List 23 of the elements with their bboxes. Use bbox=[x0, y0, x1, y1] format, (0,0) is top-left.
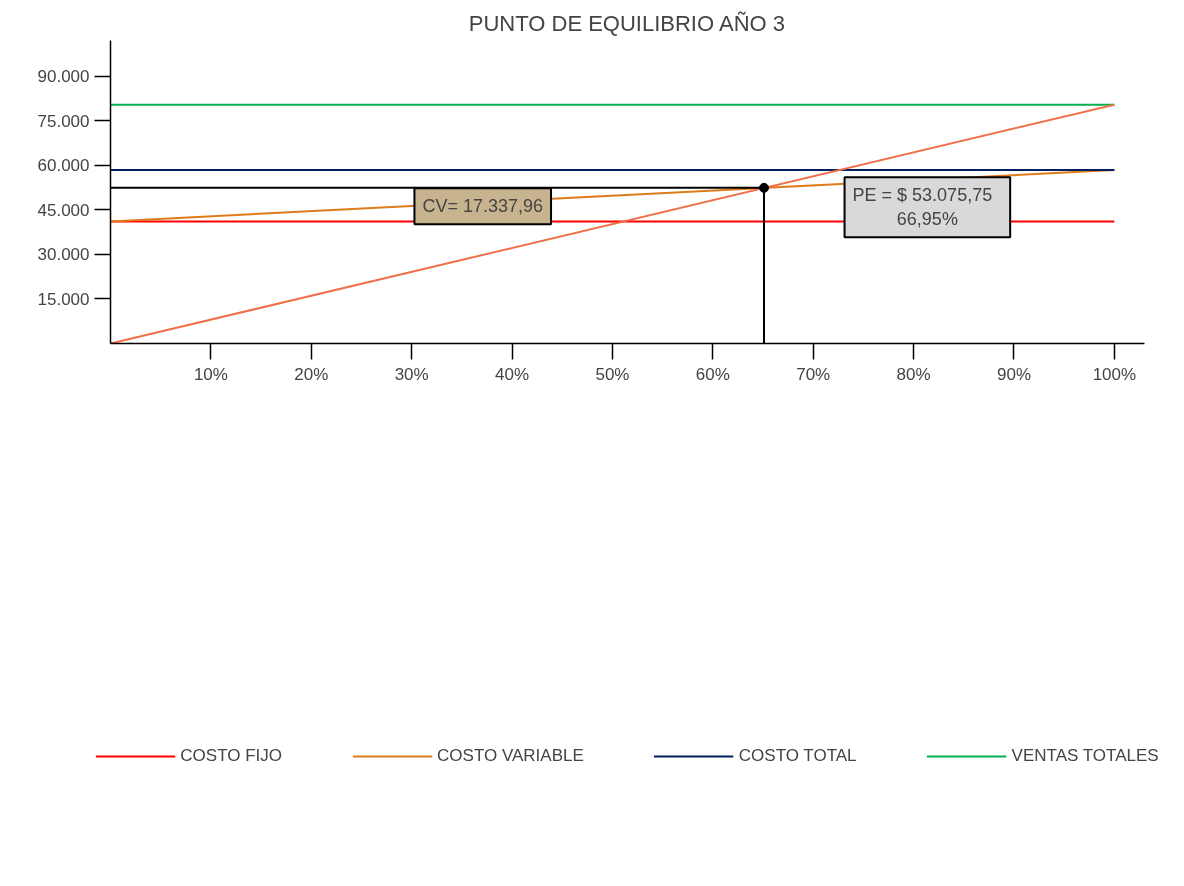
x-tick-label: 20% bbox=[294, 364, 329, 384]
x-tick-label: 70% bbox=[796, 364, 831, 384]
x-tick-label: 80% bbox=[896, 364, 931, 384]
chart-title: PUNTO DE EQUILIBRIO AÑO 3 bbox=[468, 10, 786, 36]
legend-label: COSTO VARIABLE bbox=[437, 746, 584, 766]
y-tick-label: 30.000 bbox=[37, 245, 90, 265]
x-tick-label: 10% bbox=[193, 364, 228, 384]
y-tick-label: 60.000 bbox=[37, 156, 90, 176]
y-tick-label: 15.000 bbox=[37, 289, 90, 309]
y-tick-label: 90.000 bbox=[37, 67, 90, 87]
legend-label: COSTO FIJO bbox=[180, 746, 283, 766]
x-tick-label: 90% bbox=[996, 364, 1032, 384]
x-tick-label: 60% bbox=[695, 364, 730, 384]
y-tick-label: 75.000 bbox=[37, 111, 90, 131]
x-tick-label: 30% bbox=[394, 364, 429, 384]
annotation: CV= 17.337,96 bbox=[422, 196, 544, 217]
legend-label: COSTO TOTAL bbox=[738, 746, 857, 766]
x-tick-label: 50% bbox=[595, 364, 630, 384]
annotation: PE = $ 53.075,75 66,95% bbox=[852, 185, 993, 230]
x-tick-label: 40% bbox=[495, 364, 530, 384]
legend-label: VENTAS TOTALES bbox=[1011, 746, 1159, 766]
y-tick-label: 45.000 bbox=[37, 200, 90, 220]
x-tick-label: 100% bbox=[1092, 364, 1137, 384]
